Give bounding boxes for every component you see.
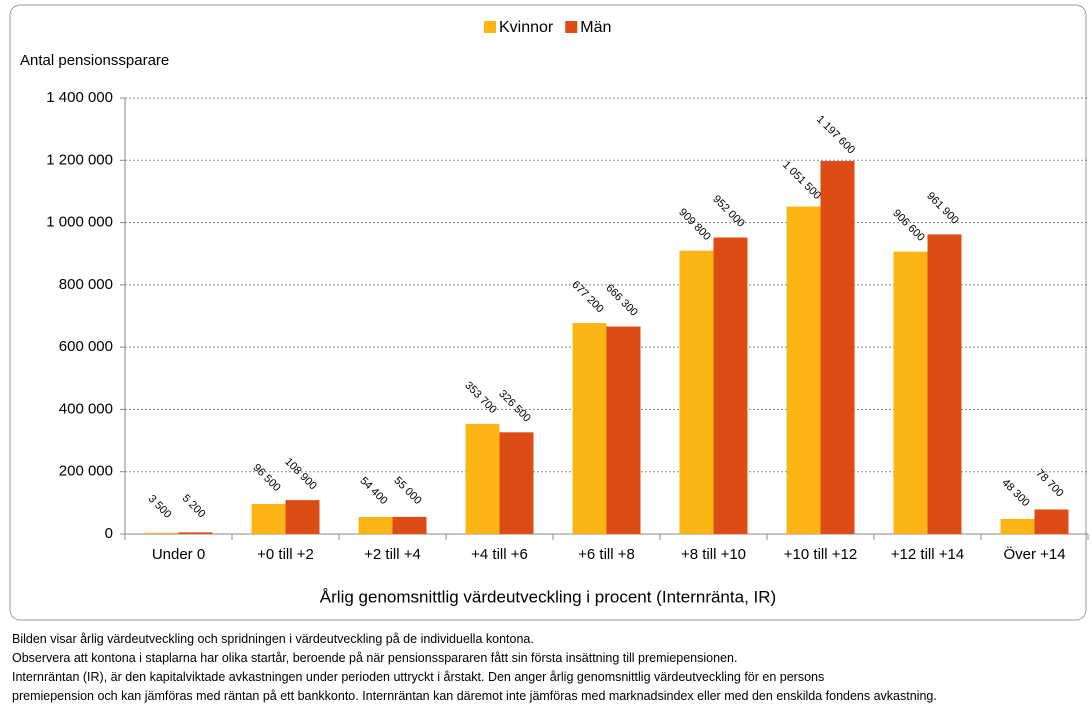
bar (893, 251, 928, 534)
bar (572, 323, 607, 534)
x-tick-label: Under 0 (152, 546, 205, 563)
legend-swatch (484, 21, 496, 33)
legend-label: Kvinnor (499, 19, 554, 36)
legend-swatch (565, 21, 578, 33)
chart: Antal pensionssparare Årlig genomsnittli… (9, 4, 1089, 621)
y-tick-label: 600 000 (59, 338, 113, 355)
x-tick-label: +2 till +4 (364, 546, 421, 563)
bar (392, 516, 427, 534)
y-tick-label: 1 000 000 (46, 214, 113, 231)
bar (1000, 518, 1035, 534)
y-tick-label: 1 200 000 (46, 151, 113, 168)
bar (786, 206, 821, 535)
bar (499, 432, 534, 534)
x-axis-title: Årlig genomsnittlig värdeutveckling i pr… (320, 587, 776, 606)
y-tick-label: 1 400 000 (46, 89, 113, 106)
caption-line: premiepension och kan jämföras med ränta… (12, 689, 937, 703)
y-tick-label: 200 000 (59, 463, 113, 480)
y-tick-label: 800 000 (59, 276, 113, 293)
y-tick-label: 0 (105, 525, 113, 542)
bar (358, 517, 393, 534)
bar (1034, 509, 1069, 534)
caption-line: Internräntan (IR), är den kapitalviktade… (12, 670, 825, 684)
bar (927, 234, 962, 534)
bar (251, 503, 286, 534)
bar (713, 237, 748, 534)
x-tick-label: +0 till +2 (257, 546, 314, 563)
x-tick-label: +8 till +10 (681, 546, 746, 563)
bar (820, 161, 855, 534)
caption-line: Bilden visar årlig värdeutveckling och s… (12, 632, 534, 646)
legend-label: Män (580, 19, 611, 36)
caption-line: Observera att kontona i staplarna har ol… (12, 651, 738, 665)
bar (465, 423, 500, 534)
y-axis-title: Antal pensionssparare (20, 52, 169, 69)
x-tick-label: Över +14 (1003, 545, 1065, 563)
x-tick-label: +4 till +6 (471, 546, 528, 563)
y-tick-label: 400 000 (59, 400, 113, 417)
bar (606, 326, 641, 534)
x-tick-label: +10 till +12 (784, 546, 857, 563)
bar (679, 250, 714, 534)
bar (178, 532, 213, 534)
x-tick-label: +6 till +8 (578, 546, 635, 563)
bar (285, 500, 320, 534)
bar (144, 532, 179, 534)
x-tick-label: +12 till +14 (891, 546, 964, 563)
